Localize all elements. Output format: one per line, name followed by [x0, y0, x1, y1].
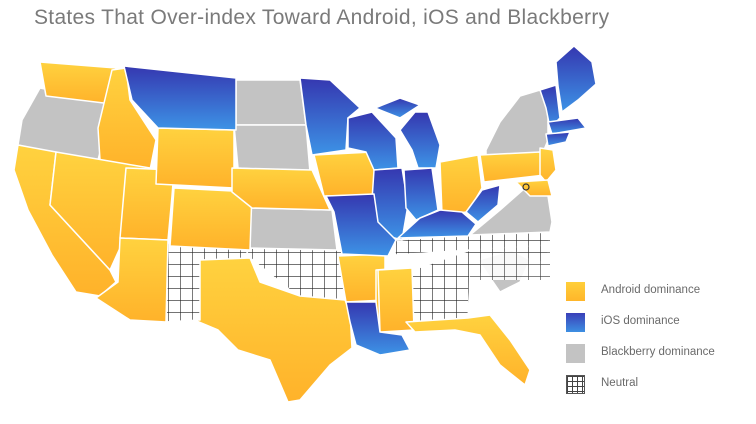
- legend-item-blackberry: Blackberry dominance: [566, 344, 752, 375]
- state-wy: [155, 127, 235, 189]
- state-mi: [399, 111, 441, 169]
- legend-item-neutral: Neutral: [566, 375, 752, 406]
- state-fl: [405, 314, 531, 386]
- state-ma: [547, 117, 587, 135]
- legend-label-blackberry: Blackberry dominance: [601, 346, 715, 358]
- state-ne: [231, 167, 331, 211]
- state-mn: [299, 77, 361, 156]
- state-co: [169, 187, 253, 251]
- state-nd: [235, 79, 307, 126]
- map-title: States That Over-index Toward Android, i…: [34, 6, 610, 29]
- state-ky: [397, 209, 477, 239]
- state-nj: [539, 147, 557, 183]
- blackberry-swatch: [566, 344, 585, 363]
- dc-marker: [522, 183, 530, 191]
- state-sd: [233, 124, 311, 173]
- legend-label-ios: iOS dominance: [601, 315, 680, 327]
- legend-item-ios: iOS dominance: [566, 313, 752, 344]
- legend-label-neutral: Neutral: [601, 377, 639, 389]
- state-ct-ri: [545, 131, 571, 147]
- state-mi-up: [374, 97, 421, 119]
- state-az: [95, 237, 169, 323]
- state-mt: [123, 65, 237, 131]
- state-tx: [193, 257, 353, 403]
- state-la: [345, 301, 411, 356]
- state-wv: [465, 184, 501, 223]
- neutral-swatch: [566, 375, 585, 394]
- state-ny: [485, 89, 549, 161]
- state-mo: [325, 193, 397, 257]
- state-pa: [479, 151, 546, 183]
- legend-item-android: Android dominance: [566, 282, 752, 313]
- map-legend: Android dominance iOS dominance Blackber…: [566, 282, 752, 406]
- ios-swatch: [566, 313, 585, 332]
- state-me: [555, 45, 597, 113]
- state-ks: [249, 207, 338, 251]
- legend-label-android: Android dominance: [601, 284, 701, 296]
- android-swatch: [566, 282, 585, 301]
